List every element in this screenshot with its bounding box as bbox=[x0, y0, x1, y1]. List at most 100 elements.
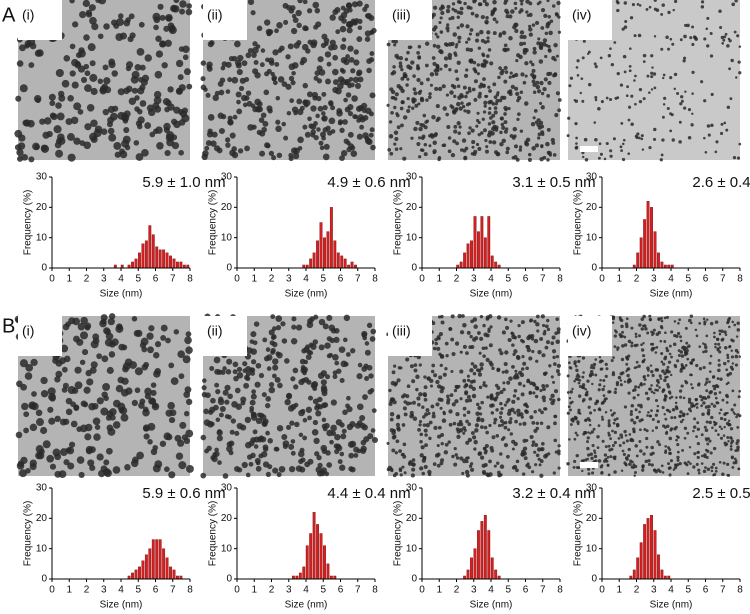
particle bbox=[296, 99, 302, 105]
particle bbox=[488, 424, 491, 427]
particle bbox=[62, 80, 70, 88]
particle bbox=[643, 54, 647, 58]
particle bbox=[428, 144, 431, 147]
particle bbox=[653, 128, 656, 131]
particle bbox=[510, 72, 513, 75]
particle bbox=[709, 370, 712, 373]
particle bbox=[161, 325, 168, 332]
particle bbox=[723, 362, 726, 365]
particle bbox=[524, 142, 527, 145]
particle bbox=[241, 95, 247, 101]
particle bbox=[390, 418, 394, 422]
particle bbox=[153, 128, 159, 134]
particle bbox=[455, 45, 458, 48]
particle bbox=[156, 50, 163, 57]
x-tick-label: 1 bbox=[616, 585, 622, 596]
particle bbox=[276, 22, 282, 28]
particle bbox=[250, 331, 256, 337]
particle bbox=[532, 75, 536, 79]
particle bbox=[204, 419, 211, 426]
particle bbox=[313, 121, 318, 126]
particle bbox=[530, 435, 534, 439]
particle bbox=[428, 92, 431, 95]
particle bbox=[524, 402, 527, 405]
particle bbox=[422, 135, 426, 139]
particle bbox=[696, 335, 699, 338]
particle bbox=[436, 64, 439, 67]
particle bbox=[726, 395, 729, 398]
particle bbox=[403, 74, 407, 78]
particle bbox=[710, 466, 713, 469]
particle bbox=[554, 415, 558, 419]
particle bbox=[217, 148, 223, 154]
particle bbox=[717, 433, 720, 436]
particle bbox=[639, 428, 642, 431]
particle bbox=[728, 326, 731, 329]
particle bbox=[540, 144, 543, 147]
particle bbox=[673, 343, 677, 347]
particle bbox=[502, 31, 506, 35]
particle bbox=[666, 425, 669, 428]
particle bbox=[548, 72, 552, 76]
bar bbox=[327, 232, 329, 268]
y-axis-label: Frequency (%) bbox=[573, 501, 584, 567]
particle bbox=[113, 400, 121, 408]
particle bbox=[575, 378, 578, 381]
particle bbox=[570, 390, 573, 393]
x-axis-label: Size (nm) bbox=[650, 289, 693, 300]
y-tick-label: 30 bbox=[221, 483, 233, 494]
particle bbox=[121, 414, 129, 422]
particle bbox=[290, 80, 295, 85]
particle bbox=[282, 122, 286, 126]
particle bbox=[548, 49, 552, 53]
particle bbox=[455, 341, 459, 345]
particle bbox=[317, 470, 323, 476]
particle bbox=[72, 21, 78, 27]
particle bbox=[217, 435, 223, 441]
particle bbox=[441, 320, 445, 324]
particle bbox=[433, 6, 437, 10]
particle bbox=[430, 384, 433, 387]
particle bbox=[584, 138, 588, 142]
particle bbox=[365, 138, 371, 144]
bar bbox=[169, 567, 171, 579]
particle bbox=[654, 35, 656, 37]
particle bbox=[456, 435, 460, 439]
particle bbox=[721, 399, 724, 402]
particle bbox=[504, 66, 508, 70]
particle bbox=[400, 473, 403, 476]
particle bbox=[703, 323, 706, 326]
particle bbox=[411, 473, 415, 477]
particle bbox=[246, 347, 253, 354]
particle bbox=[155, 341, 161, 347]
particle bbox=[558, 31, 561, 34]
particle bbox=[645, 392, 648, 395]
particle bbox=[514, 87, 518, 91]
particle bbox=[654, 87, 657, 90]
particle bbox=[315, 8, 321, 14]
particle bbox=[482, 470, 486, 474]
particle bbox=[650, 370, 653, 373]
particle bbox=[297, 137, 304, 144]
particle bbox=[656, 440, 659, 443]
particle bbox=[288, 43, 294, 49]
particle bbox=[218, 81, 224, 87]
particle bbox=[321, 92, 326, 97]
particle bbox=[464, 390, 468, 394]
particle bbox=[316, 127, 320, 131]
particle bbox=[348, 8, 353, 13]
particle bbox=[737, 322, 740, 325]
particle bbox=[479, 30, 484, 35]
particle bbox=[214, 357, 221, 364]
particle bbox=[233, 369, 238, 374]
particle bbox=[419, 466, 423, 470]
bar bbox=[643, 219, 645, 268]
particle bbox=[719, 425, 722, 428]
particle bbox=[583, 431, 586, 434]
particle bbox=[178, 461, 186, 469]
particle bbox=[648, 315, 651, 318]
particle bbox=[416, 78, 420, 82]
particle bbox=[423, 375, 426, 378]
particle bbox=[495, 384, 499, 388]
particle bbox=[226, 369, 231, 374]
